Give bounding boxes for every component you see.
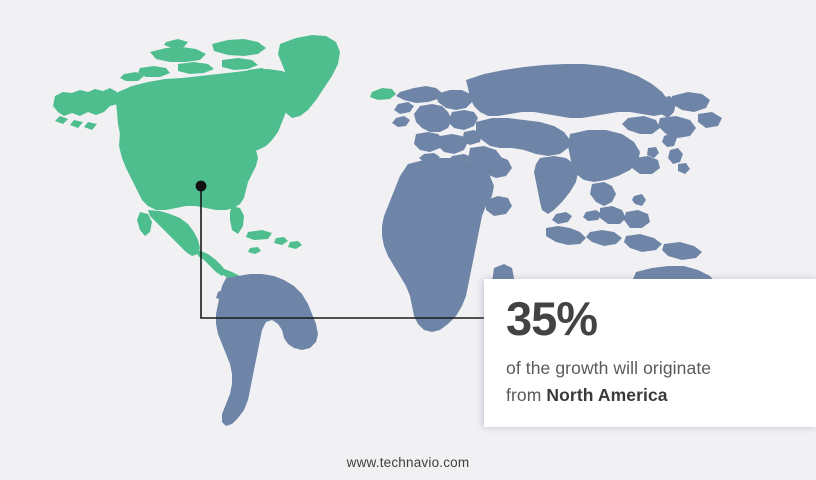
world-map-svg [53, 35, 768, 426]
callout-line2-prefix: from [506, 384, 547, 405]
callout-region-name: North America [546, 384, 668, 405]
growth-percentage-value: 35% [506, 292, 598, 345]
world-map [53, 35, 768, 426]
callout-description-line-2: from North America [506, 382, 796, 409]
callout-description-line-1: of the growth will originate [506, 357, 712, 378]
footer-source-url: www.technavio.com [346, 454, 470, 470]
statistic-callout-card: 35% of the growth will originate from No… [484, 279, 816, 427]
footer: www.technavio.com [0, 444, 816, 480]
